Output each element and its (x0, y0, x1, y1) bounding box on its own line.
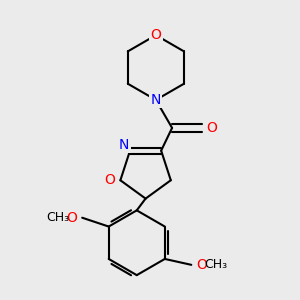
Text: N: N (119, 138, 129, 152)
Text: O: O (151, 28, 161, 42)
Text: O: O (105, 173, 116, 187)
Text: N: N (151, 93, 161, 107)
Text: CH₃: CH₃ (204, 258, 227, 271)
Text: O: O (67, 211, 77, 225)
Text: O: O (206, 121, 217, 135)
Text: O: O (196, 258, 207, 272)
Text: CH₃: CH₃ (46, 211, 70, 224)
